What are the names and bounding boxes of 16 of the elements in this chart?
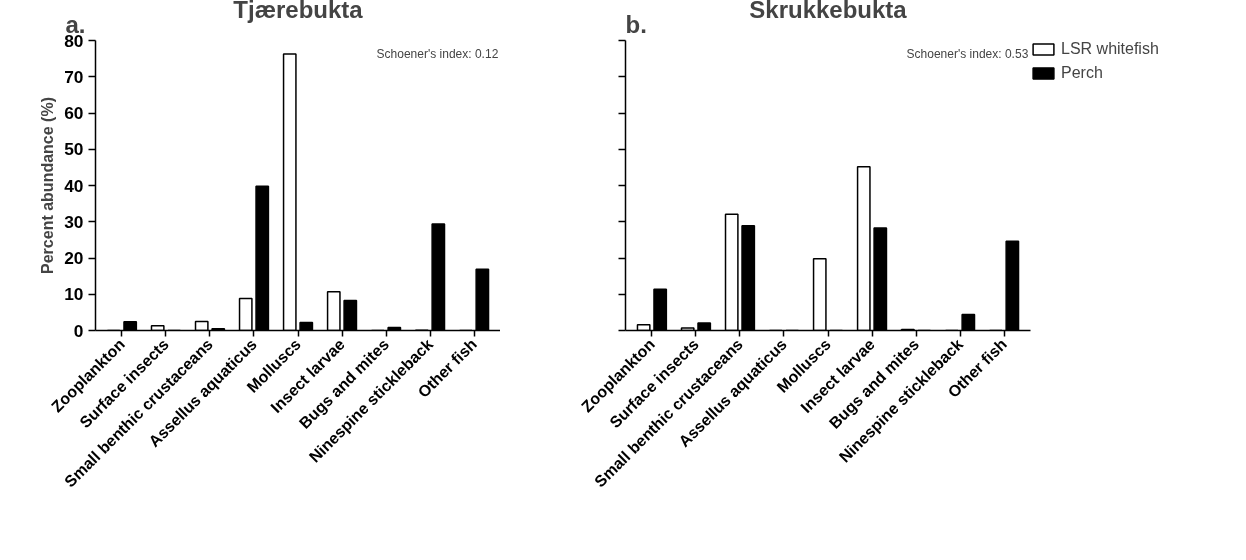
y-tick-label: 10	[64, 284, 84, 305]
y-tick-label: 50	[64, 139, 84, 160]
y-tick-label: 20	[64, 248, 84, 268]
chart-title: Tjærebukta	[233, 0, 364, 23]
y-tick-label: 30	[64, 211, 84, 232]
annotation: Schoener's index: 0.12	[376, 46, 499, 61]
text: b.	[625, 10, 647, 38]
y-tick-label: 60	[64, 103, 84, 123]
y-tick-label: 70	[64, 66, 84, 87]
y-tick-label: 40	[64, 175, 84, 196]
chart-title: Skrukkebukta	[749, 0, 908, 23]
y-tick-label: 0	[73, 320, 84, 341]
annotation: Schoener's index: 0.53	[906, 46, 1029, 61]
legend-label: Perch	[1061, 64, 1103, 82]
legend-label: LSR whitefish	[1061, 40, 1159, 58]
y-axis-title: Percent abundance (%)	[39, 97, 57, 274]
